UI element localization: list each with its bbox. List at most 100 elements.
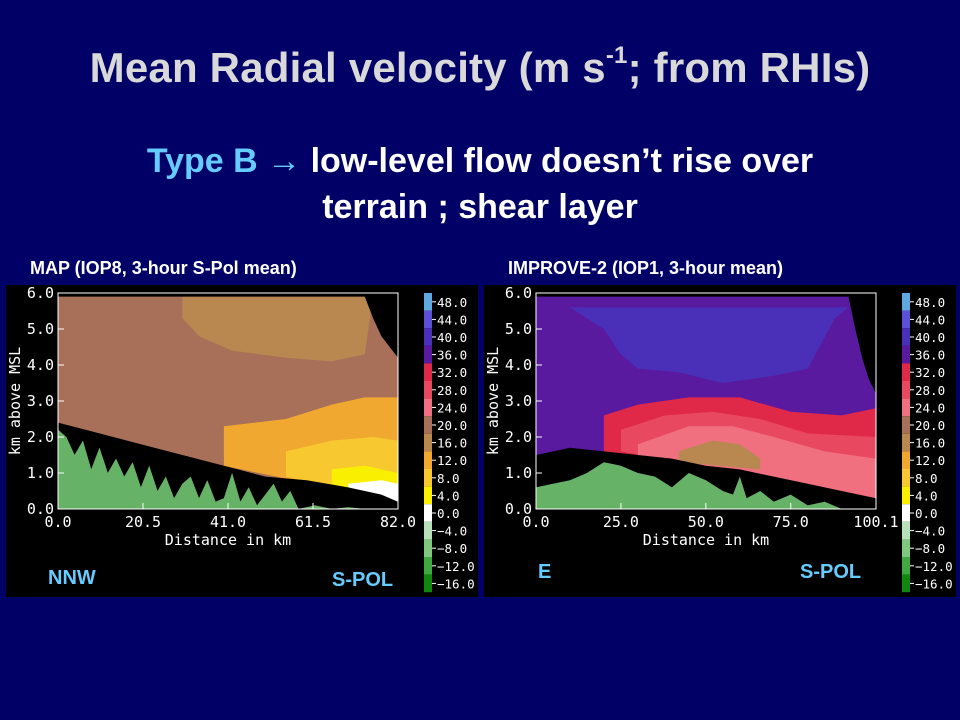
colorbar-label: 20.0 <box>437 418 467 433</box>
terrain <box>536 462 876 509</box>
colorbar-label: 0.0 <box>437 506 460 521</box>
colorbar-swatch <box>424 345 432 364</box>
x-axis-label: Distance in km <box>165 531 291 549</box>
colorbar-swatch <box>902 469 910 487</box>
right-rhi-panel: 0.0 1.0 2.0 3.0 4.0 5.0 6.0 0.0 25.0 50.0 75.0 100.… <box>484 285 956 597</box>
y-tick-label: 4.0 <box>27 356 54 374</box>
subtitle-line1: low-level flow doesn’t rise over <box>310 142 814 180</box>
x-tick-label: 0.0 <box>522 513 549 531</box>
x-tick-label: 100.1 <box>853 513 898 531</box>
colorbar-label: 12.0 <box>437 453 467 468</box>
colorbar-label: −8.0 <box>915 541 945 556</box>
x-axis-label: Distance in km <box>643 531 769 549</box>
colorbar-swatch <box>424 433 432 452</box>
plot-area <box>536 293 876 509</box>
terrain <box>58 429 398 509</box>
colorbar-label: −12.0 <box>437 559 475 574</box>
colorbar-swatch <box>902 574 910 593</box>
x-tick-label: 25.0 <box>603 513 639 531</box>
colorbar-label: 40.0 <box>437 330 467 345</box>
colorbar-label: 44.0 <box>915 312 945 327</box>
colorbar-label: 36.0 <box>437 348 467 363</box>
right-radar-label: S-POL <box>800 561 862 583</box>
velocity-layer-16 <box>678 440 761 509</box>
colorbar-swatch <box>424 557 432 575</box>
plot-area <box>58 293 398 509</box>
colorbar-swatch <box>902 451 910 469</box>
colorbar-swatch <box>424 363 432 381</box>
x-tick-label: 61.5 <box>295 513 331 531</box>
colorbar-label: 16.0 <box>437 436 467 451</box>
title-end: ; from RHIs) <box>627 44 871 91</box>
colorbar-swatch <box>902 310 910 329</box>
colorbar-swatch <box>902 504 910 522</box>
right-panel-title: IMPROVE-2 (IOP1, 3-hour mean) <box>508 258 784 278</box>
right-arrow-icon: → <box>267 142 302 180</box>
colorbar-swatch <box>902 398 910 417</box>
colorbar-label: −4.0 <box>437 524 467 539</box>
colorbar-swatch <box>424 310 432 329</box>
colorbar-swatch <box>902 521 910 540</box>
colorbar-label: 0.0 <box>915 506 938 521</box>
beam-blockage-region <box>536 447 876 509</box>
velocity-layer-16 <box>182 296 374 362</box>
left-panel-title: MAP (IOP8, 3-hour S-Pol mean) <box>30 258 297 278</box>
left-rhi-panel: 0.0 1.0 2.0 3.0 4.0 5.0 6.0 0.0 20.5 41.0 61.5 82.0… <box>6 285 478 597</box>
colorbar-label: −8.0 <box>437 541 467 556</box>
colorbar-swatch <box>424 416 432 434</box>
colorbar-label: 8.0 <box>915 471 938 486</box>
velocity-layer-40 <box>570 307 849 383</box>
y-tick-label: 3.0 <box>27 392 54 410</box>
y-tick-label: 2.0 <box>505 428 532 446</box>
colorbar-swatch <box>902 416 910 434</box>
y-tick-label: 1.0 <box>27 464 54 482</box>
colorbar-label: 4.0 <box>437 488 460 503</box>
left-rhi-chart: 0.0 1.0 2.0 3.0 4.0 5.0 6.0 0.0 20.5 41.0 61.5 82.0… <box>6 285 475 593</box>
colorbar-label: 28.0 <box>915 383 945 398</box>
colorbar-swatch <box>902 381 910 399</box>
colorbar-label: 24.0 <box>437 400 467 415</box>
title-superscript: -1 <box>605 42 628 69</box>
colorbar-swatch <box>902 557 910 575</box>
colorbar-label: 20.0 <box>915 418 945 433</box>
colorbar-label: 32.0 <box>915 365 945 380</box>
left-radar-label: S-POL <box>332 569 394 591</box>
colorbar-swatch <box>424 486 432 505</box>
y-tick-label: 0.0 <box>27 500 54 518</box>
y-tick-label: 2.0 <box>27 428 54 446</box>
right-direction-label: E <box>538 561 552 583</box>
colorbar-swatch <box>424 293 432 311</box>
title-main: Mean Radial velocity (m s <box>89 44 606 91</box>
x-tick-label: 75.0 <box>773 513 809 531</box>
colorbar-label: −12.0 <box>915 559 953 574</box>
velocity-layer-0 <box>348 480 398 509</box>
y-tick-label: 6.0 <box>27 285 54 302</box>
right-rhi-chart: 0.0 1.0 2.0 3.0 4.0 5.0 6.0 0.0 25.0 50.0 75.0 100.… <box>484 285 953 593</box>
colorbar-label: 16.0 <box>915 436 945 451</box>
subtitle-line2: terrain ; shear layer <box>322 188 638 226</box>
slide-title: Mean Radial velocity (m s-1; from RHIs) <box>0 42 960 92</box>
colorbar-label: 28.0 <box>437 383 467 398</box>
colorbar-swatch <box>424 398 432 417</box>
colorbar-label: 8.0 <box>437 471 460 486</box>
colorbar-swatch <box>902 363 910 381</box>
colorbar-label: 24.0 <box>915 400 945 415</box>
colorbar-label: 40.0 <box>915 330 945 345</box>
colorbar-label: −4.0 <box>915 524 945 539</box>
y-tick-label: 0.0 <box>505 500 532 518</box>
x-tick-label: 0.0 <box>44 513 71 531</box>
colorbar-label: 36.0 <box>915 348 945 363</box>
x-tick-label: 41.0 <box>210 513 246 531</box>
colorbar-label: −16.0 <box>437 576 475 591</box>
y-axis-label: km above MSL <box>6 347 24 455</box>
colorbar-swatch <box>902 433 910 452</box>
colorbar-label: 12.0 <box>915 453 945 468</box>
colorbar-label: 44.0 <box>437 312 467 327</box>
colorbar-swatch <box>424 451 432 469</box>
colorbar-label: −16.0 <box>915 576 953 591</box>
slide-subtitle: Type B → low-level flow doesn’t rise ove… <box>0 138 960 230</box>
y-tick-label: 5.0 <box>27 320 54 338</box>
y-tick-label: 4.0 <box>505 356 532 374</box>
y-axis-label: km above MSL <box>484 347 502 455</box>
colorbar-swatch <box>902 345 910 364</box>
